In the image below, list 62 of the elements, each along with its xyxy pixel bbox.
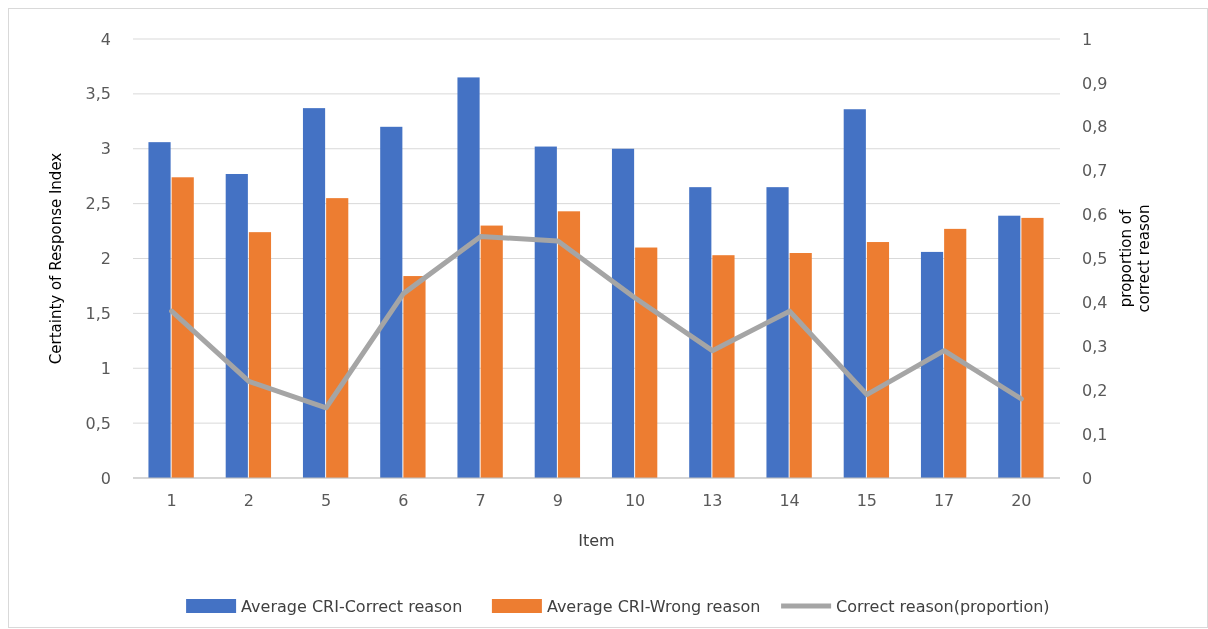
y-tick-label: 1,5 — [85, 303, 111, 323]
y-axis-title: Certainty of Response Index — [47, 152, 65, 365]
y2-tick-label: 0,8 — [1082, 117, 1108, 137]
legend-label: Average CRI-Correct reason — [241, 597, 463, 616]
x-tick-label: 6 — [398, 491, 409, 510]
y-tick-label: 3,5 — [85, 84, 111, 104]
y2-tick-label: 1 — [1082, 29, 1093, 49]
bar — [944, 228, 967, 478]
y2-axis-title: proportion of correct reason — [1116, 204, 1153, 313]
y2-tick-label: 0,6 — [1082, 205, 1108, 225]
bar — [789, 253, 812, 478]
bar — [557, 211, 581, 478]
bar — [866, 242, 890, 478]
y-tick-label: 1 — [100, 358, 111, 378]
y-tick-label: 0,5 — [85, 413, 111, 433]
y2-tick-label: 0,5 — [1082, 249, 1108, 269]
bar — [403, 276, 426, 478]
bar — [843, 109, 866, 478]
bar — [1021, 217, 1044, 478]
y-tick-label: 2,5 — [85, 194, 111, 214]
bar — [171, 177, 194, 478]
y2-tick-label: 0 — [1082, 468, 1093, 488]
bar — [248, 232, 272, 478]
x-tick-label: 7 — [475, 491, 486, 510]
y2-tick-label: 0,2 — [1082, 380, 1108, 400]
x-tick-label: 9 — [552, 491, 563, 510]
y2-tick-label: 0,9 — [1082, 73, 1108, 93]
bar — [148, 142, 171, 478]
bar — [326, 198, 349, 478]
bar — [689, 187, 712, 478]
bar — [457, 77, 480, 478]
x-tick-label: 14 — [779, 491, 800, 510]
bar — [998, 215, 1021, 478]
x-tick-label: 13 — [702, 491, 723, 510]
y2-tick-label: 0,4 — [1082, 293, 1108, 312]
bar — [480, 225, 503, 478]
x-tick-label: 15 — [856, 491, 878, 510]
bar — [611, 148, 635, 478]
y-tick-label: 2 — [100, 249, 111, 269]
y-tick-label: 0 — [100, 468, 111, 488]
legend-label: Average CRI-Wrong reason — [546, 597, 761, 616]
x-axis-title: Item — [578, 531, 615, 550]
y-tick-label: 3 — [100, 139, 111, 159]
x-tick-label: 2 — [243, 491, 254, 510]
y-tick-label: 4 — [100, 29, 111, 49]
bar — [920, 251, 944, 478]
x-tick-label: 17 — [933, 491, 955, 510]
bar — [712, 255, 735, 478]
bar — [534, 146, 557, 478]
bar — [380, 126, 403, 478]
x-tick-label: 5 — [321, 491, 332, 510]
x-tick-label: 10 — [624, 491, 646, 510]
x-tick-label: 1 — [166, 491, 177, 510]
bar — [635, 247, 658, 478]
bar — [225, 173, 248, 478]
legend-label: Correct reason(proportion) — [836, 597, 1050, 616]
y2-tick-label: 0,1 — [1082, 424, 1108, 444]
y2-tick-label: 0,3 — [1082, 336, 1108, 356]
y2-tick-label: 0,7 — [1082, 161, 1108, 181]
bar — [766, 187, 789, 478]
bar — [302, 108, 326, 478]
x-tick-label: 20 — [1011, 491, 1032, 510]
